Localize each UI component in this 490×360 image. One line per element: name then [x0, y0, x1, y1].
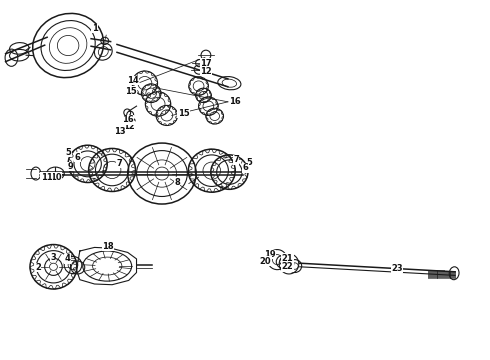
- Text: 19: 19: [264, 250, 276, 259]
- Text: 16: 16: [229, 97, 241, 106]
- Text: 3: 3: [50, 253, 56, 262]
- Text: 2: 2: [35, 263, 41, 272]
- Text: 16: 16: [122, 115, 134, 124]
- Text: 10: 10: [50, 173, 62, 182]
- Text: 17: 17: [200, 59, 212, 68]
- Text: 6: 6: [243, 163, 248, 172]
- Text: 5: 5: [66, 148, 72, 157]
- Text: 23: 23: [392, 264, 403, 273]
- Text: 6: 6: [74, 153, 80, 162]
- Text: 9: 9: [67, 162, 73, 171]
- Text: 5: 5: [246, 158, 252, 167]
- Text: 11: 11: [41, 173, 52, 182]
- Text: 20: 20: [260, 257, 271, 266]
- Text: 13: 13: [114, 127, 125, 136]
- Text: 21: 21: [282, 254, 294, 263]
- Text: 22: 22: [282, 262, 294, 271]
- Text: 4: 4: [65, 255, 71, 264]
- Text: 1: 1: [92, 24, 98, 33]
- Text: 15: 15: [177, 109, 189, 118]
- Text: 14: 14: [127, 76, 139, 85]
- Text: 8: 8: [174, 177, 180, 186]
- Text: 15: 15: [125, 86, 137, 95]
- Text: 7: 7: [117, 159, 122, 168]
- Text: 18: 18: [102, 242, 114, 251]
- Text: 12: 12: [123, 122, 135, 131]
- Text: 12: 12: [200, 67, 212, 76]
- Text: 7: 7: [233, 156, 239, 165]
